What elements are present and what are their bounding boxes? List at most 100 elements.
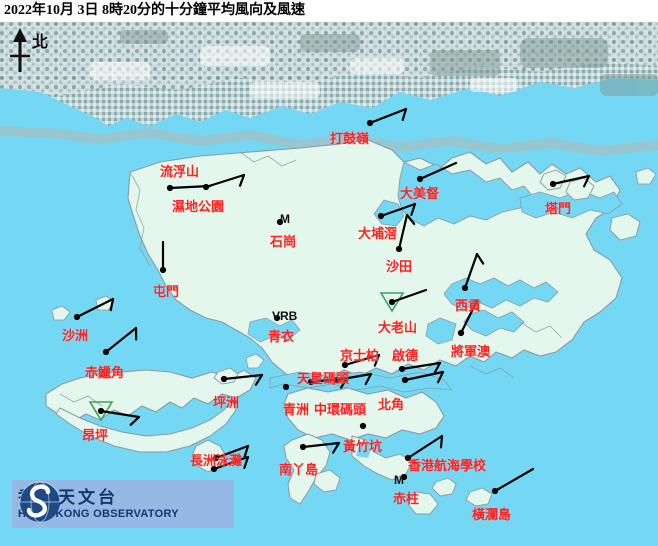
wind-barb-shaft: [418, 161, 458, 181]
station-label[interactable]: 黃竹坑: [343, 439, 383, 454]
station-label[interactable]: 大埔滘: [358, 226, 398, 241]
wind-barb-shaft: [212, 455, 250, 471]
wind-barb-shaft: [459, 299, 479, 335]
lamma-island: [283, 433, 341, 505]
wind-barb: [404, 434, 444, 462]
wind-barb: [73, 297, 115, 321]
station-label[interactable]: 天星碼頭: [297, 371, 350, 386]
station-dot[interactable]: [400, 473, 408, 481]
wind-barb: [395, 213, 416, 253]
wind-barb-shaft: [343, 353, 381, 367]
hko-logo: 香港天文台 HONG KONG OBSERVATORY: [12, 480, 234, 528]
station-dot[interactable]: [359, 422, 367, 430]
anemometer-triangle-icon: [379, 292, 405, 313]
station-label[interactable]: 青衣: [268, 329, 295, 344]
wind-barb-feather: [410, 202, 417, 216]
wind-barb-shaft: [493, 467, 535, 493]
wind-barb: [88, 401, 141, 426]
wind-barb: [341, 353, 381, 369]
wind-barb: [366, 107, 408, 127]
wind-barb: [102, 326, 138, 356]
station-dot[interactable]: [276, 218, 284, 226]
wind-barb-shaft: [301, 441, 341, 449]
wind-barb: [212, 444, 250, 462]
station-label[interactable]: 青洲: [283, 402, 310, 417]
lantau-island: [45, 369, 257, 453]
station-label[interactable]: 流浮山: [160, 164, 200, 179]
station-dot[interactable]: [282, 383, 290, 391]
wind-barb-shaft: [379, 202, 417, 218]
station-label[interactable]: 大美督: [400, 186, 440, 201]
wind-barb-feather: [583, 174, 591, 188]
station-label[interactable]: 打鼓嶺: [330, 131, 370, 146]
station-label[interactable]: 南丫島: [279, 462, 319, 477]
wind-barb: [276, 218, 284, 226]
hko-logo-english: HONG KONG OBSERVATORY: [18, 507, 179, 520]
wind-barb-feather: [364, 372, 373, 386]
station-label[interactable]: 沙田: [386, 259, 413, 274]
wind-barb-shaft: [463, 252, 479, 290]
wind-barb: [210, 455, 250, 473]
station-label[interactable]: 將軍澳: [451, 344, 491, 359]
wind-barb: [549, 174, 591, 188]
coastline-detail: [59, 151, 563, 407]
station-label[interactable]: 大老山: [378, 320, 418, 335]
wind-code-m: M: [280, 212, 290, 226]
wind-barb-feather: [109, 297, 115, 312]
station-label[interactable]: 赤柱: [393, 491, 420, 506]
wind-barb-shaft: [551, 174, 591, 186]
wind-barb-shaft: [204, 173, 246, 189]
north-arrow: 北: [6, 26, 60, 76]
station-label[interactable]: 中環碼頭: [314, 402, 367, 417]
wind-barb: [377, 202, 417, 220]
wind-barb-shaft: [75, 297, 115, 319]
wind-barb-feather: [439, 434, 444, 449]
wind-barb: [491, 467, 535, 495]
page-title: 2022年10月 3日 8時20分的十分鐘平均風向及風速: [0, 0, 658, 22]
wind-barb-feather: [331, 441, 341, 454]
north-arrow-label: 北: [32, 34, 49, 51]
wind-barbs-layer: [73, 107, 591, 495]
wind-barb-feather: [339, 376, 349, 389]
station-label[interactable]: 濕地公園: [172, 199, 225, 214]
wind-barb-feather: [129, 415, 141, 426]
station-label[interactable]: 沙洲: [62, 328, 89, 343]
wind-barb-shaft: [309, 376, 349, 384]
wind-barb: [202, 173, 246, 191]
wind-barb-feather: [405, 213, 416, 225]
victoria-harbour: [269, 371, 453, 393]
wind-code-vrb: VRB: [272, 309, 298, 323]
station-label[interactable]: 昂坪: [82, 428, 109, 443]
station-label[interactable]: 赤鱲角: [85, 365, 125, 380]
wind-barb-feather: [238, 173, 246, 187]
wind-barb: [299, 441, 341, 454]
mainland-china: [0, 22, 658, 174]
wind-barb-shaft: [403, 370, 445, 382]
station-dot[interactable]: [273, 314, 281, 322]
hko-logo-mark: [19, 481, 61, 523]
map-canvas[interactable]: 北 打鼓嶺流浮山濕地公園石崗 大美督塔門大埔滘沙田屯門西貢大老山沙洲 青衣赤鱲角 京士…: [0, 22, 658, 546]
station-label[interactable]: 坪洲: [213, 395, 240, 410]
wind-barb-feather: [433, 361, 442, 375]
wind-barb-feather: [436, 370, 445, 384]
wind-barb-shaft: [406, 434, 444, 460]
wind-barb-shaft: [99, 409, 141, 419]
station-label[interactable]: 西貢: [455, 298, 482, 313]
station-label[interactable]: 香港航海學校: [408, 458, 487, 473]
wind-barb-shaft: [397, 213, 409, 251]
station-label[interactable]: 石崗: [270, 234, 297, 249]
wind-barb: [307, 376, 349, 389]
station-label[interactable]: 橫瀾島: [472, 507, 512, 522]
wind-barb: [282, 383, 290, 391]
new-territories-landmass: [127, 139, 623, 381]
station-label[interactable]: 塔門: [545, 201, 572, 216]
station-label[interactable]: 屯門: [153, 284, 180, 299]
wind-barb-shaft: [390, 288, 428, 304]
station-label[interactable]: 啟德: [392, 348, 419, 363]
station-label[interactable]: 長洲泳灘: [190, 453, 243, 468]
station-label[interactable]: 北角: [378, 397, 405, 412]
wind-barb: [401, 370, 445, 384]
station-label[interactable]: 京士柏: [340, 348, 380, 363]
wind-barb: [273, 314, 281, 322]
